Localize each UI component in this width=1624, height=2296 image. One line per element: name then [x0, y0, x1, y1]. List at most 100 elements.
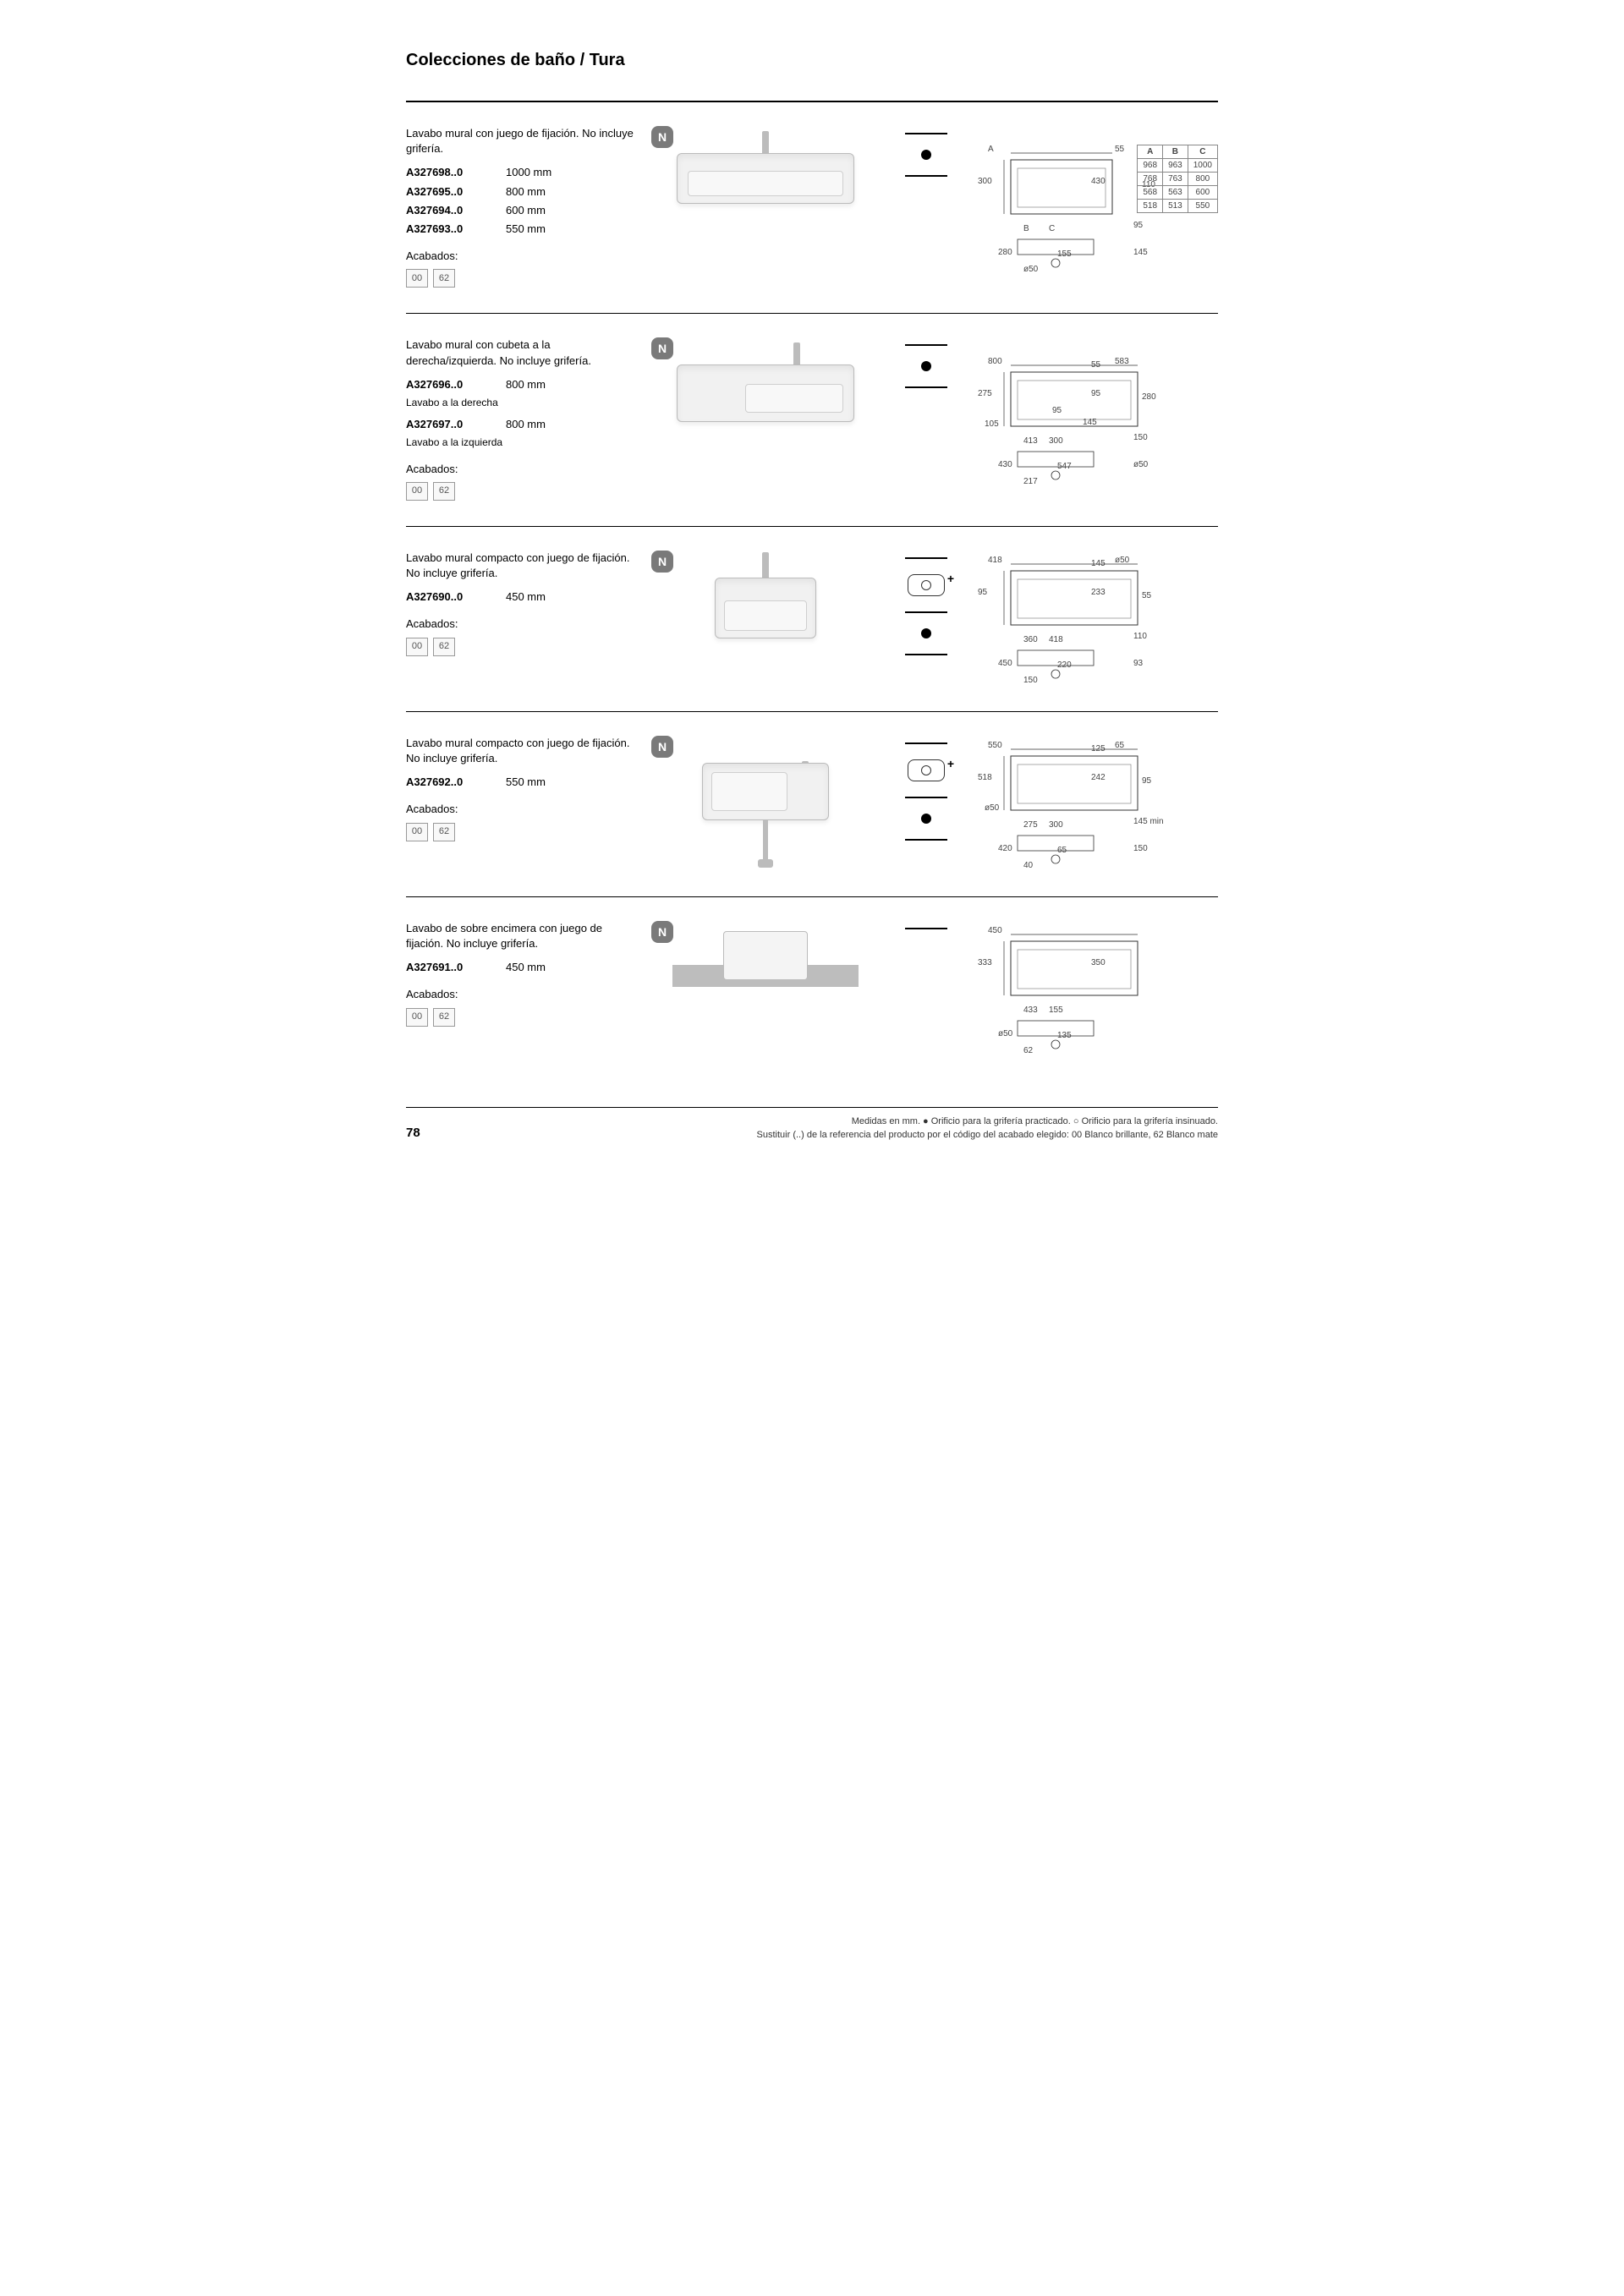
sku-line: A327692..0 550 mm	[406, 775, 634, 790]
dimension-label: 150	[1133, 844, 1148, 853]
sku-code: A327692..0	[406, 775, 482, 790]
dimension-label: 242	[1091, 773, 1106, 782]
product-description: Lavabo mural compacto con juego de fijac…	[406, 551, 634, 581]
technical-diagram: A300430BC280155ø505511095145 ABC96896310…	[973, 140, 1218, 275]
product-illustration	[677, 364, 854, 422]
dimension-label: 95	[1133, 221, 1143, 230]
dimension-label: 547	[1057, 462, 1072, 471]
dimension-label: 145 min	[1133, 817, 1164, 826]
divider-line	[905, 839, 947, 841]
product-description: Lavabo mural compacto con juego de fijac…	[406, 736, 634, 766]
sku-line: A327691..0 450 mm	[406, 960, 634, 975]
dimension-label: 518	[978, 773, 992, 782]
product-row: Lavabo mural con juego de fijación. No i…	[406, 119, 1218, 296]
dimension-label: 95	[1142, 776, 1151, 786]
dimension-label: 145	[1091, 559, 1106, 568]
footer-note-1: Medidas en mm. ● Orificio para la grifer…	[420, 1116, 1218, 1126]
divider-line	[905, 386, 947, 388]
dimension-label: 155	[1049, 1006, 1063, 1015]
dimension-label: 95	[1091, 389, 1100, 398]
dimension-label: ø50	[1023, 265, 1038, 274]
dimension-label: 300	[1049, 820, 1063, 830]
sku-code: A327691..0	[406, 960, 482, 975]
dimension-label: 150	[1133, 433, 1148, 442]
product-illustration	[672, 921, 859, 1022]
footer-note-2: Sustituir (..) de la referencia del prod…	[420, 1130, 1218, 1140]
dimension-label: 433	[1023, 1006, 1038, 1015]
diagram-column: 41895233360418450220150ø505511093145	[973, 551, 1218, 686]
technical-diagram: 41895233360418450220150ø505511093145	[973, 551, 1218, 686]
finish-option: 00	[406, 482, 428, 501]
dimension-label: 62	[1023, 1046, 1033, 1055]
image-column: N	[651, 126, 880, 288]
products-list: Lavabo mural con juego de fijación. No i…	[406, 119, 1218, 1065]
dimension-label: 275	[1023, 820, 1038, 830]
row-divider	[406, 896, 1218, 897]
hole-practiced-icon	[921, 814, 931, 824]
technical-diagram: 450333350433155ø5013562	[973, 921, 1218, 1056]
dimension-label: 280	[1142, 392, 1156, 402]
dimension-label: C	[1049, 224, 1055, 233]
sku-line: A327695..0 800 mm	[406, 184, 634, 200]
dimension-label: 450	[998, 659, 1012, 668]
row-divider	[406, 711, 1218, 712]
dimension-label: ø50	[998, 1029, 1012, 1038]
title-divider	[406, 101, 1218, 102]
symbol-column: +	[897, 736, 956, 871]
sku-size: 800 mm	[506, 184, 546, 200]
sku-size: 600 mm	[506, 203, 546, 218]
dimension-label: 55	[1091, 360, 1100, 370]
dimension-label: 135	[1057, 1031, 1072, 1040]
dimension-label: 418	[1049, 635, 1063, 644]
dimension-label: 65	[1057, 846, 1067, 855]
dimension-label: 413	[1023, 436, 1038, 446]
finish-option: 62	[433, 823, 455, 841]
catalog-page: Colecciones de baño / Tura Lavabo mural …	[406, 0, 1218, 1174]
sku-size: 450 mm	[506, 960, 546, 975]
image-column: N	[651, 921, 880, 1056]
new-badge: N	[651, 551, 673, 573]
dimension-label: ø50	[985, 803, 999, 813]
technical-diagram: 80027595413300430547217583280150ø5055105…	[973, 352, 1218, 487]
hole-practiced-icon	[921, 361, 931, 371]
product-row: Lavabo mural con cubeta a la derecha/izq…	[406, 331, 1218, 509]
diagram-column: 80027595413300430547217583280150ø5055105…	[973, 337, 1218, 501]
page-number: 78	[406, 1126, 420, 1140]
finish-option: 00	[406, 638, 428, 656]
finish-options: 00 62	[406, 823, 634, 841]
dimension-label: 220	[1057, 660, 1072, 670]
dimension-label: 280	[998, 248, 1012, 257]
page-title: Colecciones de baño / Tura	[406, 51, 1218, 75]
page-footer: 78 Medidas en mm. ● Orificio para la gri…	[406, 1107, 1218, 1140]
dimension-table: ABC9689631000768763800568563600518513550	[1137, 145, 1218, 213]
sku-line: A327697..0800 mm	[406, 417, 634, 432]
finish-option: 00	[406, 823, 428, 841]
product-row: Lavabo mural compacto con juego de fijac…	[406, 544, 1218, 694]
sku-code: A327693..0	[406, 222, 482, 237]
hole-practiced-icon	[921, 150, 931, 160]
sku-code: A327698..0	[406, 165, 482, 180]
product-illustration	[677, 153, 854, 204]
dimension-label: 93	[1133, 659, 1143, 668]
finish-option: 62	[433, 482, 455, 501]
sku-size: 550 mm	[506, 775, 546, 790]
image-column: N	[651, 551, 880, 686]
dimension-label: 217	[1023, 477, 1038, 486]
product-description: Lavabo mural con cubeta a la derecha/izq…	[406, 337, 634, 368]
image-column: N	[651, 736, 880, 871]
dimension-label: 105	[985, 419, 999, 429]
dimension-label: 145	[1083, 418, 1097, 427]
product-row: Lavabo mural compacto con juego de fijac…	[406, 729, 1218, 879]
description-column: Lavabo de sobre encimera con juego de fi…	[406, 921, 634, 1056]
sku-size: 450 mm	[506, 589, 546, 605]
dimension-label: B	[1023, 224, 1029, 233]
sku-code: A327695..0	[406, 184, 482, 200]
sku-code: A327696..0	[406, 377, 482, 392]
finish-options: 00 62	[406, 482, 634, 501]
finish-option: 00	[406, 1008, 428, 1027]
dimension-label: 275	[978, 389, 992, 398]
dimension-label: 300	[978, 177, 992, 186]
dimension-label: 583	[1115, 357, 1129, 366]
description-column: Lavabo mural con juego de fijación. No i…	[406, 126, 634, 288]
row-divider	[406, 526, 1218, 527]
